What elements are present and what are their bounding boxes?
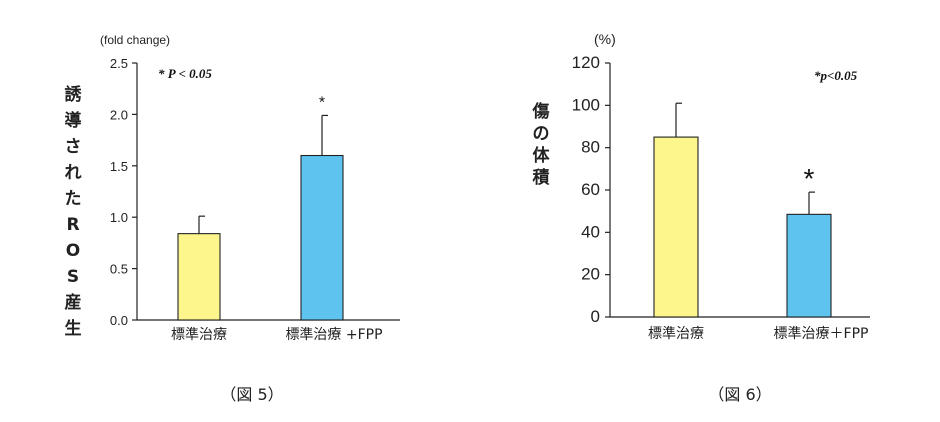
bar (786, 213, 832, 318)
y-tick-label: 2.5 (110, 56, 128, 71)
y-tick-label: 60 (581, 180, 600, 199)
y-axis-label: 傷の体積 (532, 101, 551, 188)
category-label: 標準治療＋FPP (774, 325, 869, 342)
significance-note: *p<0.05 (814, 68, 858, 83)
y-tick-label: 40 (581, 222, 600, 241)
y-tick-label: 20 (581, 265, 600, 284)
y-ticks: 0.0 0.5 1.0 1.5 2.0 2.5 (110, 56, 137, 328)
category-label: 標準治療 (648, 325, 704, 342)
bar (300, 154, 344, 321)
y-axis-label: 誘導された R O S 産生 (65, 84, 83, 339)
figure-caption: （図 5） (220, 385, 283, 404)
category-label: 標準治療 +FPP (285, 326, 382, 343)
y-tick-label: 1.5 (110, 159, 128, 174)
y-unit-label: (fold change) (100, 33, 170, 47)
bars: 標準治療 * 標準治療 +FPP (171, 94, 383, 343)
figure-caption: （図 6） (708, 385, 771, 404)
y-tick-label: 120 (572, 53, 600, 72)
y-tick-label: 1.0 (110, 210, 128, 225)
y-ticks: 0 20 40 60 80 100 120 (572, 53, 610, 326)
y-tick-label: 0.5 (110, 262, 128, 277)
significance-star: * (804, 163, 815, 194)
significance-star: * (319, 94, 325, 111)
bar (177, 233, 221, 321)
y-tick-label: 80 (581, 138, 600, 157)
y-unit-label: (%) (594, 31, 616, 47)
category-label: 標準治療 (171, 326, 227, 343)
chart-fig5: (fold change) 誘導された R O S 産生 * P < 0.05 0.00… (65, 33, 400, 404)
bars: 標準治療 * 標準治療＋FPP (648, 102, 869, 342)
y-tick-label: 2.0 (110, 107, 128, 122)
y-tick-label: 0 (591, 307, 600, 326)
y-tick-label: 100 (572, 95, 600, 114)
significance-note: * P < 0.05 (158, 66, 212, 81)
y-tick-label: 0.0 (110, 313, 128, 328)
bar (653, 136, 699, 318)
